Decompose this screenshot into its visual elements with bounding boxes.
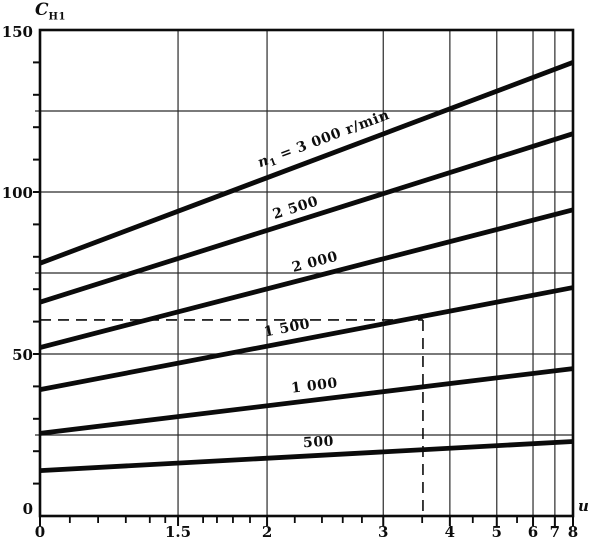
x-tick-label-7: 7 [550,523,560,541]
y-tick-label-50: 50 [12,346,33,364]
x-tick-label-2: 2 [262,523,272,541]
series-line-3000 [39,60,574,266]
series-line-2000 [39,207,574,350]
y-tick-label-100: 100 [2,184,33,202]
x-tick-label-8: 8 [568,523,578,541]
y-axis-title-subscript: H1 [48,11,66,23]
x-tick-label-5: 5 [492,523,502,541]
x-tick-label-4: 4 [445,523,455,541]
series-label-1000: 1 000 [290,375,338,397]
series-line-2500 [39,131,574,305]
x-axis-title: u [578,497,589,515]
y-axis-title-symbol: C [35,0,49,20]
x-tick-label-0: 0 [35,523,45,541]
series-label-500: 500 [303,434,335,452]
series-line-500 [39,439,574,474]
plot-border [38,28,575,518]
series-line-1500 [39,285,574,392]
x-tick-label-3: 3 [378,523,388,541]
y-tick-label-0: 0 [23,500,33,518]
x-tick-label-1.5: 1.5 [165,523,191,541]
x-tick-label-6: 6 [528,523,538,541]
y-tick-label-150: 150 [2,23,33,41]
y-axis-title: CH1 [35,0,66,22]
series-label-2500: 2 500 [271,193,320,222]
series-line-1000 [39,366,574,436]
